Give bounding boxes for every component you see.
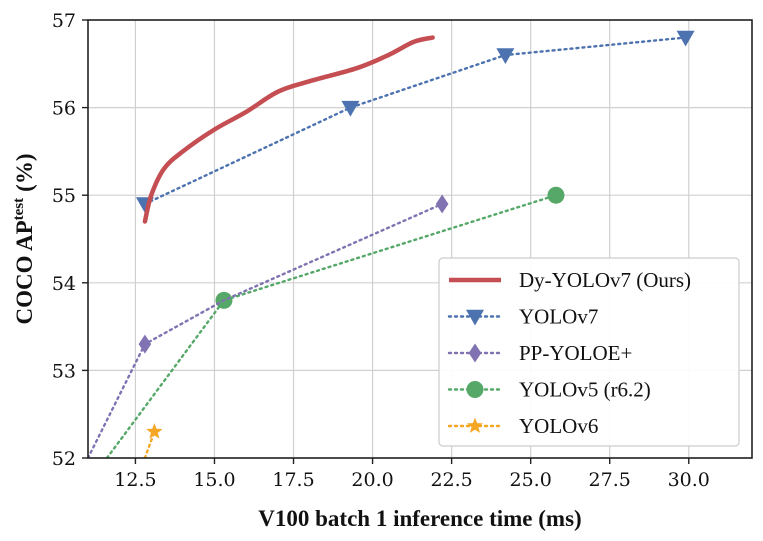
diamond-marker xyxy=(138,334,152,354)
y-tick-label: 55 xyxy=(52,185,76,207)
ticks: 12.5 15.0 17.5 20.0 22.5 25.0 27.5 30.0 52 53 54 55… xyxy=(52,10,710,491)
series-pp-yoloe xyxy=(88,194,449,458)
x-tick-label: 27.5 xyxy=(589,469,631,491)
x-tick-label: 25.0 xyxy=(510,469,552,491)
series-yolov6 xyxy=(143,423,163,458)
legend-item: YOLOv6 xyxy=(447,414,598,438)
legend-item: YOLOv7 xyxy=(447,305,598,329)
x-tick-label: 17.5 xyxy=(272,469,314,491)
y-tick-label: 54 xyxy=(52,273,76,295)
x-tick-label: 22.5 xyxy=(430,469,472,491)
legend-label: YOLOv6 xyxy=(519,414,598,438)
star-marker xyxy=(466,417,484,433)
x-axis-title: V100 batch 1 inference time (ms) xyxy=(258,506,581,531)
diamond-marker xyxy=(468,343,482,363)
series-yolov7 xyxy=(135,30,695,213)
y-axis-title-sup: test xyxy=(11,198,27,221)
triangle-down-marker xyxy=(676,30,695,47)
y-tick-label: 56 xyxy=(52,98,76,120)
series-line xyxy=(143,36,687,206)
y-axis-title-suffix: (%) xyxy=(12,154,37,192)
legend: Dy-YOLOv7 (Ours) YOLOv7 PP-YOLOE+ YOLOv5 (r… xyxy=(438,257,740,447)
y-tick-label: 53 xyxy=(52,360,76,382)
y-axis-title: COCO APtest (%) xyxy=(11,154,37,325)
legend-item: YOLOv5 (r6.2) xyxy=(447,378,651,402)
triangle-down-marker xyxy=(341,100,360,117)
y-tick-label: 52 xyxy=(52,448,76,470)
series-dy-yolov7-ours xyxy=(142,35,435,224)
legend-label: YOLOv7 xyxy=(519,305,598,329)
plot-frame xyxy=(87,19,753,459)
triangle-down-marker xyxy=(496,48,515,65)
x-tick-label: 30.0 xyxy=(668,469,710,491)
x-tick-label: 12.5 xyxy=(114,469,156,491)
legend-label: PP-YOLOE+ xyxy=(519,341,632,365)
series-line xyxy=(142,35,435,224)
legend-box xyxy=(438,257,740,447)
series-layer xyxy=(88,30,695,458)
star-marker xyxy=(146,423,163,439)
diamond-marker xyxy=(435,194,449,214)
series-yolov5-r6-2 xyxy=(105,186,565,458)
x-tick-label: 20.0 xyxy=(351,469,393,491)
x-tick-label: 15.0 xyxy=(193,469,235,491)
y-axis-title-main: COCO AP xyxy=(12,220,37,324)
series-line xyxy=(88,202,444,458)
circle-marker xyxy=(547,186,565,204)
legend-item: Dy-YOLOv7 (Ours) xyxy=(449,268,691,292)
circle-marker xyxy=(466,381,484,398)
legend-item: PP-YOLOE+ xyxy=(447,341,632,365)
series-line xyxy=(105,194,558,458)
triangle-down-marker xyxy=(466,309,484,326)
y-tick-label: 57 xyxy=(52,10,76,32)
legend-label: Dy-YOLOv7 (Ours) xyxy=(519,268,691,292)
legend-label: YOLOv5 (r6.2) xyxy=(519,378,651,402)
